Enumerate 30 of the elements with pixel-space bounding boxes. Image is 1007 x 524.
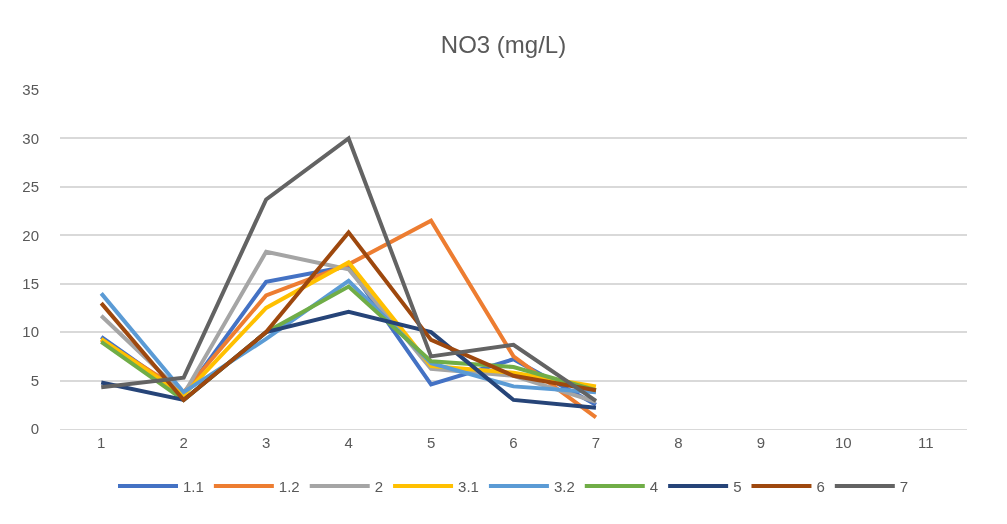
y-tick-label: 20 xyxy=(22,226,39,244)
x-tick-label: 1 xyxy=(97,434,106,451)
x-tick-label: 4 xyxy=(344,434,353,451)
y-tick-label: 5 xyxy=(30,371,39,389)
x-tick-label: 6 xyxy=(509,434,518,451)
x-tick-label: 7 xyxy=(591,434,601,451)
y-tick-label: 0 xyxy=(30,420,39,438)
legend-label: 1.2 xyxy=(278,477,300,495)
x-tick-label: 2 xyxy=(179,434,188,451)
legend-label: 1.1 xyxy=(183,477,204,495)
line-series xyxy=(99,136,598,403)
x-tick-label: 3 xyxy=(261,434,271,451)
chart-title: NO3 (mg/L) xyxy=(440,31,567,59)
y-tick-label: 15 xyxy=(22,274,39,292)
legend-label: 3.2 xyxy=(553,477,575,495)
x-tick-label: 8 xyxy=(674,434,683,451)
x-tick-label: 10 xyxy=(834,434,852,451)
y-tick-label: 30 xyxy=(22,129,39,147)
x-tick-label: 9 xyxy=(756,434,766,451)
legend-label: 6 xyxy=(816,477,825,495)
y-tick-label: 35 xyxy=(22,81,39,99)
y-tick-label: 25 xyxy=(22,178,39,196)
legend-label: 3.1 xyxy=(458,477,479,495)
y-tick-label: 10 xyxy=(22,323,39,341)
legend-label: 4 xyxy=(649,477,659,495)
legend-label: 7 xyxy=(899,477,909,495)
x-tick-label: 5 xyxy=(426,434,436,451)
legend-label: 2 xyxy=(374,477,384,495)
legend-label: 5 xyxy=(733,477,742,495)
x-tick-label: 11 xyxy=(917,434,934,451)
